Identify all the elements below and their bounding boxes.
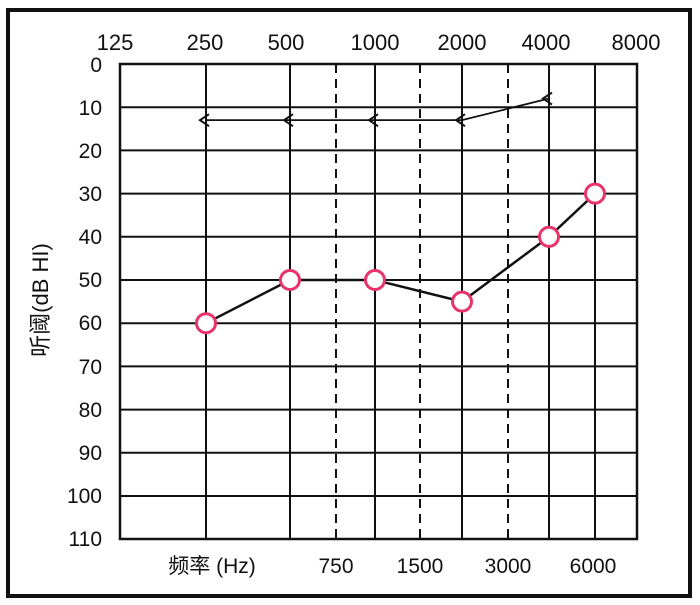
data-point-circle bbox=[451, 290, 473, 313]
plot-border bbox=[118, 62, 639, 541]
top-tick-label: 250 bbox=[187, 30, 224, 55]
y-tick-label: 10 bbox=[79, 97, 102, 120]
y-tick-label: 60 bbox=[79, 312, 102, 335]
bottom-tick-label: 1500 bbox=[397, 555, 444, 578]
series-layer bbox=[195, 91, 606, 335]
y-tick-label: 70 bbox=[79, 356, 102, 379]
data-point-circle bbox=[584, 182, 606, 205]
data-point-circle bbox=[538, 225, 560, 248]
top-frequency-ticks: 125 250 500 1000 2000 4000 8000 bbox=[97, 30, 661, 55]
top-tick-label: 8000 bbox=[612, 30, 661, 55]
y-tick-label: 0 bbox=[90, 54, 102, 77]
top-tick-label: 2000 bbox=[438, 30, 487, 55]
top-tick-label: 500 bbox=[268, 30, 305, 55]
data-point-bracket bbox=[367, 113, 379, 127]
data-point-circle bbox=[364, 269, 386, 291]
top-tick-label: 4000 bbox=[522, 30, 571, 55]
top-tick-label: 1000 bbox=[351, 30, 400, 55]
y-tick-label: 80 bbox=[79, 399, 102, 422]
x-axis-label: 频率 (Hz) bbox=[168, 555, 256, 578]
y-tick-label: 30 bbox=[79, 183, 102, 206]
series-circle bbox=[195, 182, 606, 335]
y-tick-label: 100 bbox=[67, 485, 102, 508]
bottom-tick-label: 750 bbox=[318, 555, 353, 578]
bottom-tick-label: 3000 bbox=[485, 555, 532, 578]
data-point-bracket bbox=[454, 113, 466, 127]
y-tick-label: 20 bbox=[79, 140, 102, 163]
outer-frame bbox=[6, 8, 692, 598]
data-point-bracket bbox=[541, 91, 553, 106]
y-tick-label: 40 bbox=[79, 226, 102, 249]
series-line bbox=[206, 97, 550, 122]
y-axis-label: 听阈(dB HI) bbox=[28, 243, 53, 357]
data-point-bracket bbox=[198, 113, 210, 127]
y-axis-ticks: 0 10 20 30 40 50 60 70 80 90 100 110 bbox=[67, 54, 102, 551]
data-point-circle bbox=[195, 312, 217, 335]
bottom-tick-label: 6000 bbox=[570, 555, 617, 578]
data-point-bracket bbox=[282, 113, 294, 127]
bottom-frequency-ticks: 750 1500 3000 6000 bbox=[318, 555, 616, 578]
data-point-circle bbox=[279, 269, 301, 291]
y-tick-label: 50 bbox=[79, 269, 102, 292]
top-tick-label: 125 bbox=[97, 30, 134, 55]
y-tick-label: 110 bbox=[69, 528, 102, 551]
series-left-angle bbox=[198, 91, 553, 127]
y-tick-label: 90 bbox=[79, 442, 102, 465]
